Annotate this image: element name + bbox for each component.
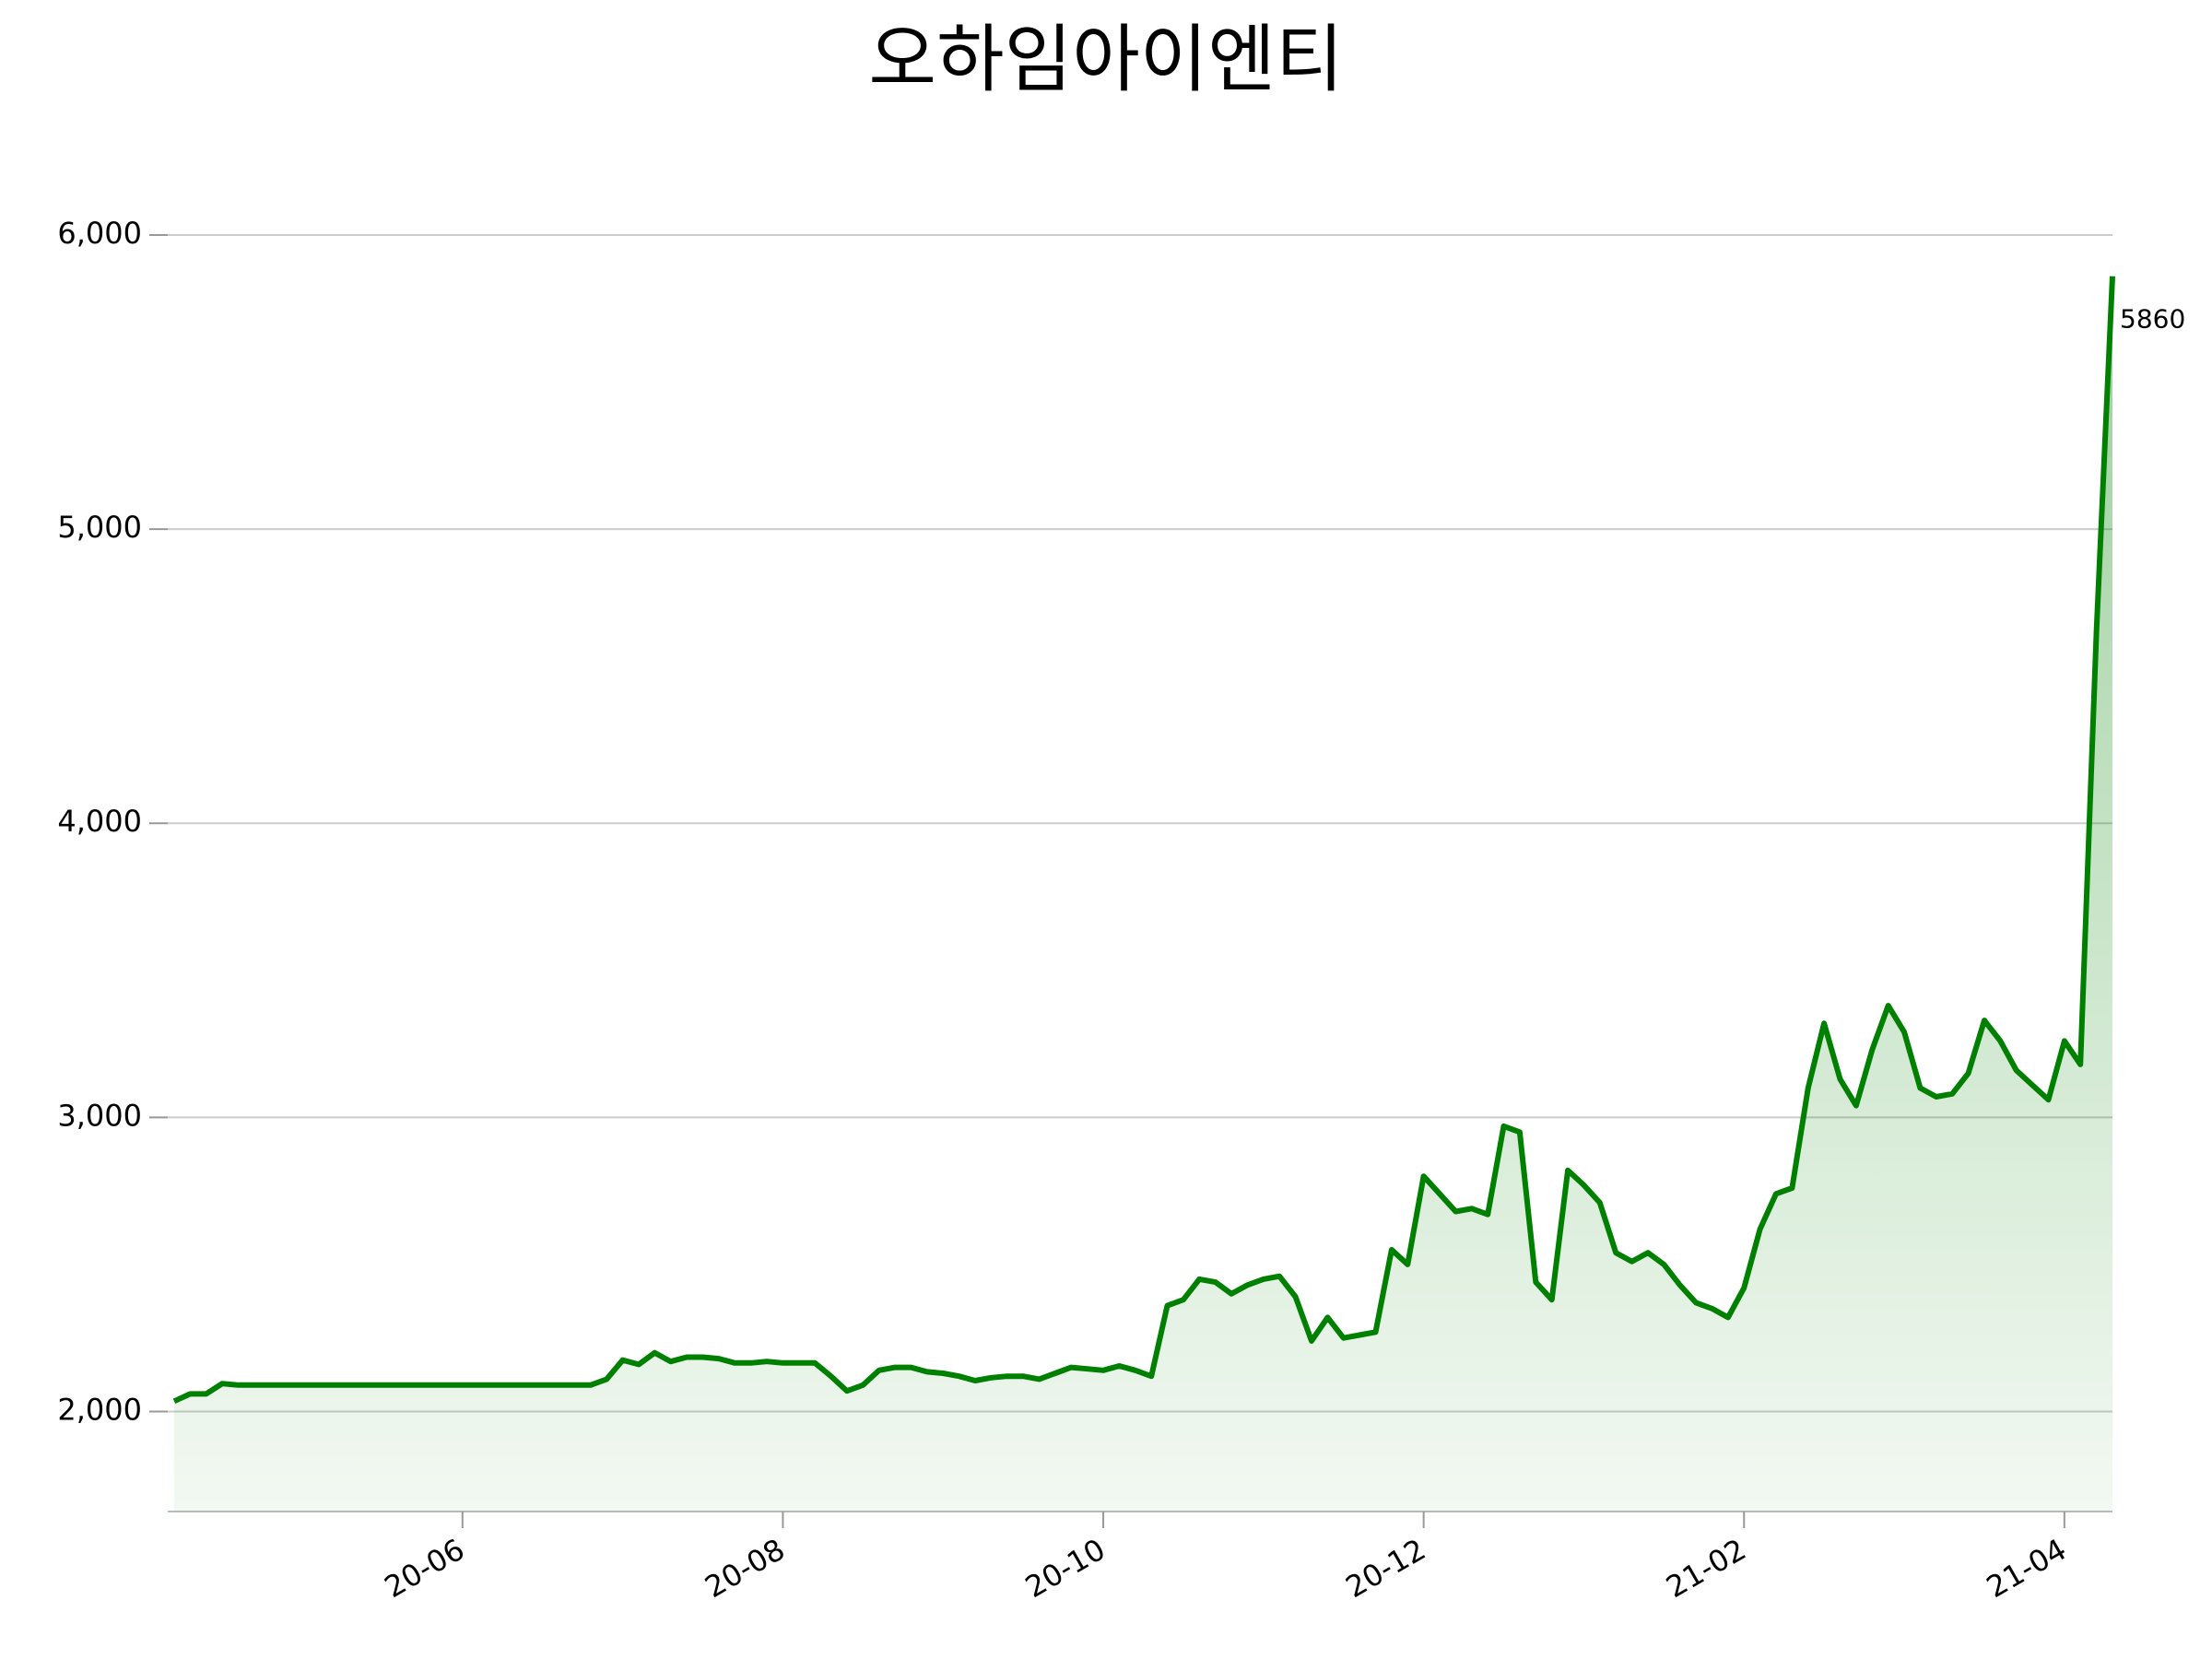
x-tick-label: 21-02 [1660, 1532, 1752, 1605]
y-tick-label: 2,000 [57, 1392, 142, 1427]
y-tick-label: 5,000 [57, 510, 142, 545]
y-tick-label: 6,000 [57, 216, 142, 251]
x-tick-label: 21-04 [1981, 1532, 2073, 1605]
y-tick-label: 4,000 [57, 804, 142, 839]
area-fill [174, 276, 2112, 1512]
y-tick-label: 3,000 [57, 1098, 142, 1133]
x-tick-label: 20-10 [1019, 1532, 1112, 1605]
line [172, 276, 2115, 1405]
chart-title: 오하임아이엔티 [868, 17, 1343, 102]
x-tick-label: 20-08 [699, 1532, 791, 1605]
x-tick-label: 20-06 [379, 1532, 471, 1605]
value-label: 5860 [2120, 304, 2185, 335]
x-tick-label: 20-12 [1340, 1532, 1432, 1605]
